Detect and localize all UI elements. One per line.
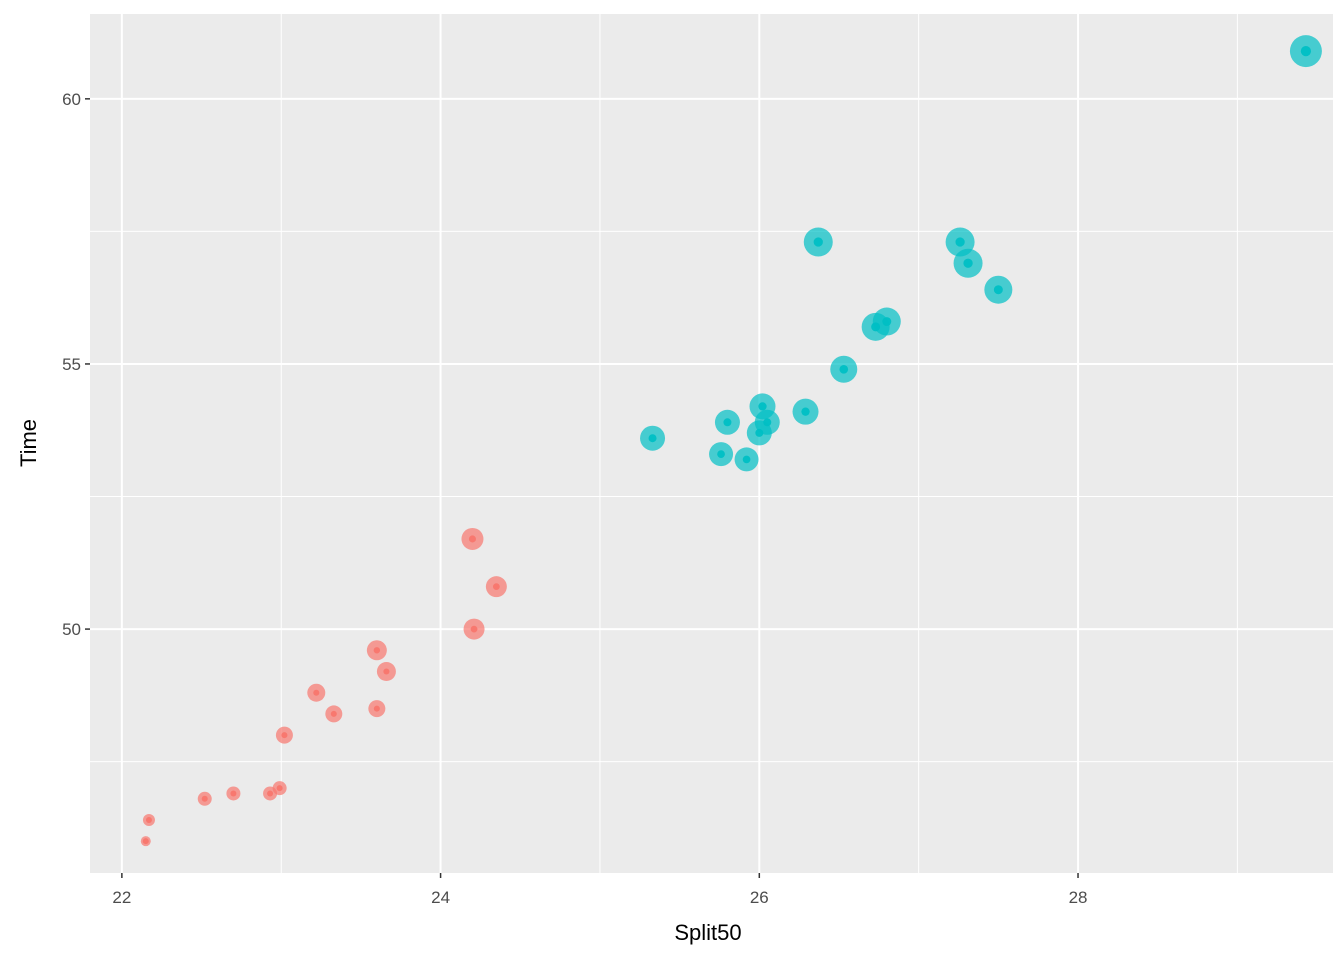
data-point-core <box>330 710 337 717</box>
data-point-core <box>758 402 767 411</box>
data-point-core <box>281 732 288 739</box>
data-point-core <box>470 625 478 633</box>
data-point-core <box>723 418 732 427</box>
x-tick-label: 28 <box>1069 888 1088 907</box>
data-point-core <box>276 785 283 792</box>
data-point-core <box>230 790 237 797</box>
x-tick-label: 22 <box>112 888 131 907</box>
data-point-core <box>267 790 274 797</box>
y-tick-label: 55 <box>62 355 81 374</box>
data-point-core <box>882 317 892 327</box>
data-point-core <box>493 583 500 591</box>
x-tick-label: 26 <box>750 888 769 907</box>
data-point-core <box>468 535 476 543</box>
data-point-core <box>813 237 823 247</box>
data-point-core <box>839 364 849 374</box>
data-point-core <box>201 795 208 802</box>
data-points <box>140 35 1322 847</box>
data-point-core <box>648 434 657 443</box>
data-point-core <box>145 816 152 823</box>
y-axis-tick-labels: 50 55 60 <box>62 90 81 639</box>
data-point-core <box>1300 45 1312 57</box>
y-tick-label: 50 <box>62 620 81 639</box>
x-axis-tick-labels: 22 24 26 28 <box>112 888 1087 907</box>
panel-background <box>90 14 1333 873</box>
x-tick-label: 24 <box>431 888 450 907</box>
data-point-core <box>993 285 1003 295</box>
data-point-core <box>763 418 772 427</box>
data-point-core <box>142 838 149 845</box>
data-point-core <box>383 668 390 675</box>
y-axis-title: Time <box>16 419 41 467</box>
major-gridlines <box>90 14 1333 873</box>
minor-gridlines <box>90 14 1333 873</box>
y-tick-label: 60 <box>62 90 81 109</box>
data-point-core <box>955 237 965 247</box>
data-point-core <box>373 705 380 712</box>
data-point-core <box>742 455 751 464</box>
data-point-core <box>313 689 320 696</box>
data-point-core <box>963 258 973 268</box>
data-point-core <box>801 407 810 416</box>
axis-ticks <box>85 98 1079 878</box>
data-point-core <box>373 647 381 654</box>
data-point-core <box>717 450 725 458</box>
x-axis-title: Split50 <box>674 920 741 945</box>
